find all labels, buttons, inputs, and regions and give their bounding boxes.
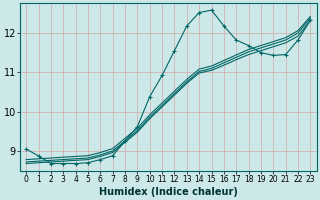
X-axis label: Humidex (Indice chaleur): Humidex (Indice chaleur) [99,187,238,197]
